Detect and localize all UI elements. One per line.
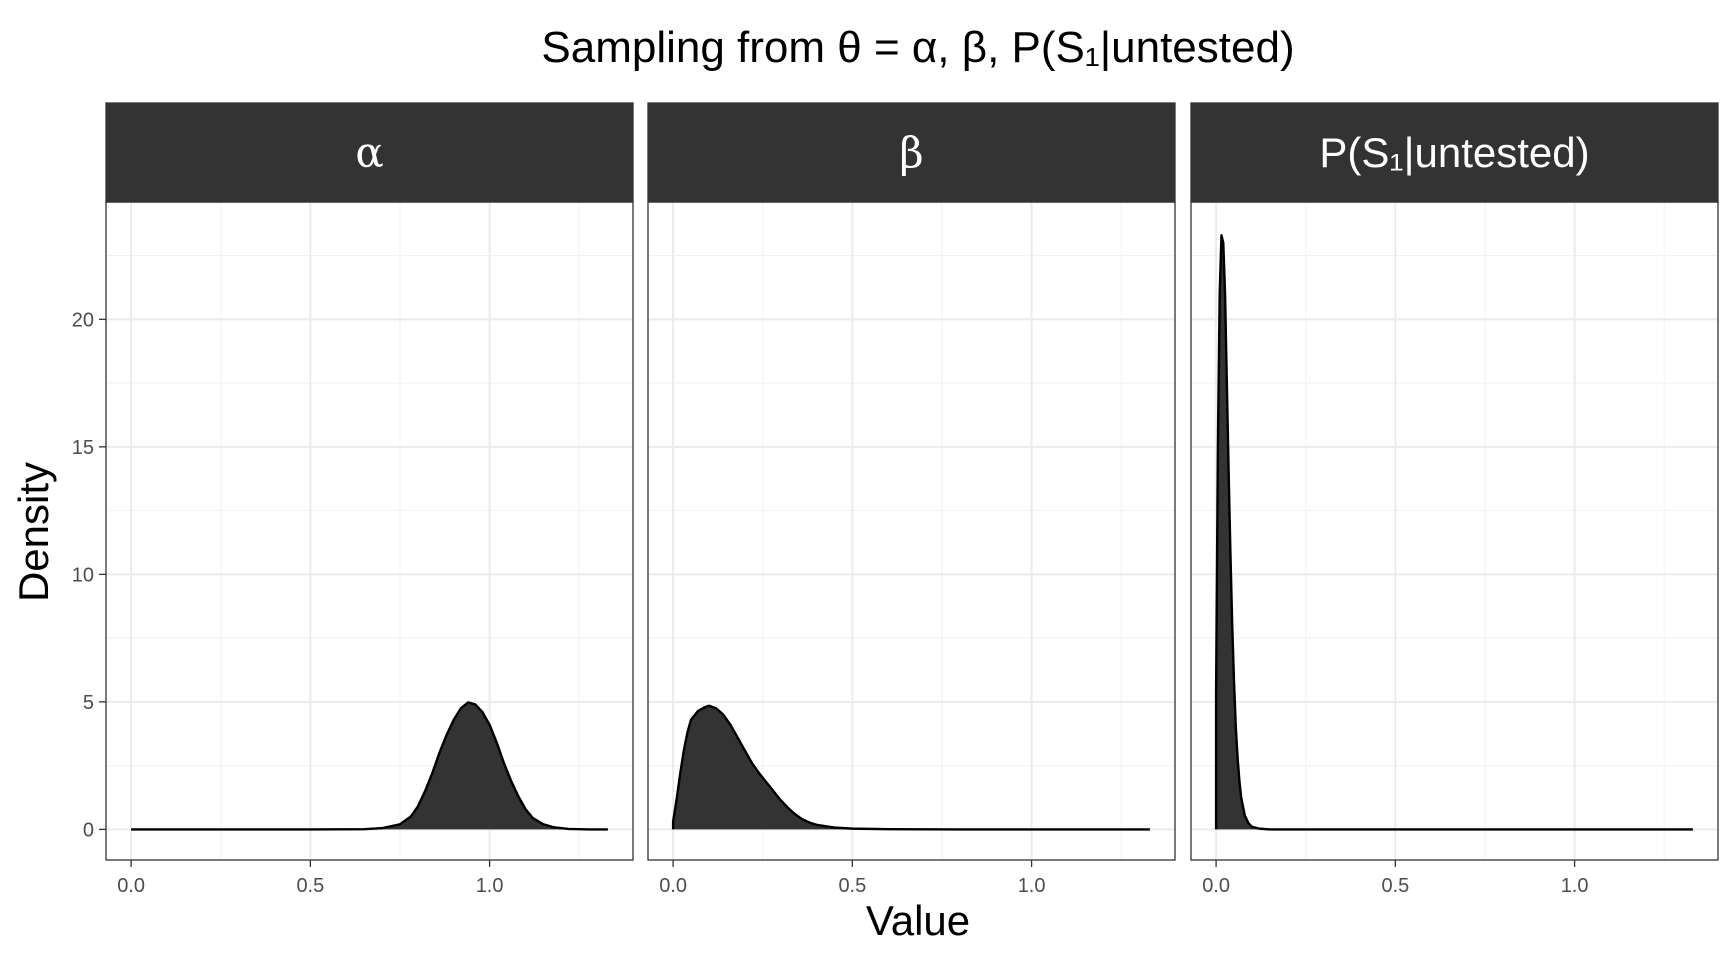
- panel-background: [106, 202, 633, 860]
- y-axis-title: Density: [10, 462, 57, 602]
- y-tick-label: 5: [83, 692, 94, 714]
- y-tick-label: 20: [72, 309, 94, 331]
- density-area: [131, 701, 608, 831]
- facet-panel: α 0.0 0.5 1.0: [105, 102, 634, 897]
- y-tick-label: 0: [83, 819, 94, 841]
- x-tick-label: 0.0: [1202, 875, 1230, 897]
- facet-strip-label: P(S₁|untested): [1319, 129, 1589, 176]
- facet-strip-label: β: [899, 128, 923, 177]
- x-tick-label: 0.5: [838, 875, 866, 897]
- x-tick-label: 0.5: [296, 875, 324, 897]
- y-tick-label: 15: [72, 437, 94, 459]
- x-tick-label: 1.0: [1018, 875, 1046, 897]
- x-tick-label: 1.0: [1561, 875, 1589, 897]
- x-tick-label: 0.5: [1381, 875, 1409, 897]
- panel-background: [1191, 202, 1718, 860]
- density-area: [671, 704, 1150, 831]
- facet-panel: β 0.0 0.5 1.0: [647, 102, 1176, 897]
- facet-panels: α 0.0 0.5 1.0 β 0.0 0.5 1.0 P(S₁|untested) 0.0 0.5…: [105, 102, 1719, 897]
- facet-strip: [647, 102, 1176, 203]
- x-axis-title: Value: [866, 897, 970, 944]
- x-tick-label: 0.0: [659, 875, 687, 897]
- density-area: [1214, 233, 1693, 831]
- chart-title: Sampling from θ = α, β, P(S₁|untested): [541, 23, 1294, 72]
- y-axis: 0 5 10 15 20: [72, 309, 106, 841]
- x-tick-label: 0.0: [117, 875, 145, 897]
- facet-panel: P(S₁|untested) 0.0 0.5 1.0: [1190, 102, 1719, 897]
- facet-strip-label: α: [355, 128, 383, 177]
- y-tick-label: 10: [72, 564, 94, 586]
- facet-strip: [105, 102, 634, 203]
- x-tick-label: 1.0: [476, 875, 504, 897]
- facet-strip: [1190, 102, 1719, 203]
